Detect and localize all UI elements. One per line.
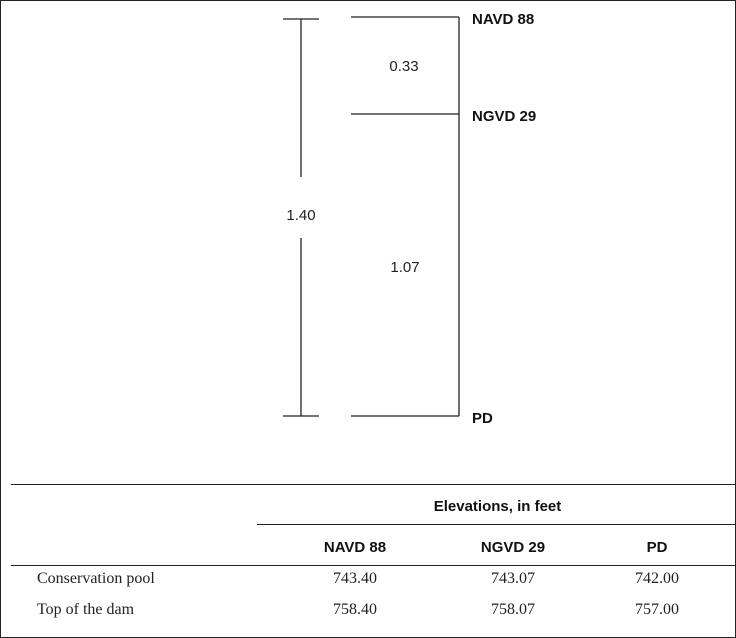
navd88-label: NAVD 88 [472, 11, 534, 28]
table-cell: 757.00 [635, 601, 679, 618]
ngvd-pd-difference-label: 1.07 [390, 259, 419, 276]
column-header-navd88: NAVD 88 [323, 539, 387, 556]
column-header-ngvd29: NGVD 29 [480, 539, 546, 556]
pd-label: PD [472, 410, 493, 427]
column-header-pd: PD [646, 539, 668, 556]
table-top-rule [11, 484, 736, 485]
datum-diagram: 1.40 NAVD 88 NGVD 29 PD 0.33 1.07 [283, 11, 536, 427]
group-header: Elevations, in feet [433, 498, 562, 515]
column-header-rule [11, 565, 736, 566]
table-cell: 742.00 [635, 570, 679, 587]
group-header-rule [257, 524, 736, 525]
table-cell: 743.07 [491, 570, 535, 587]
table-cell: 743.40 [333, 570, 377, 587]
total-difference-label: 1.40 [286, 207, 315, 224]
row-label: Conservation pool [37, 570, 155, 587]
table-cell: 758.07 [491, 601, 535, 618]
ngvd29-label: NGVD 29 [472, 108, 536, 125]
row-label: Top of the dam [37, 601, 135, 618]
navd-ngvd-difference-label: 0.33 [389, 58, 418, 75]
table-cell: 758.40 [333, 601, 377, 618]
